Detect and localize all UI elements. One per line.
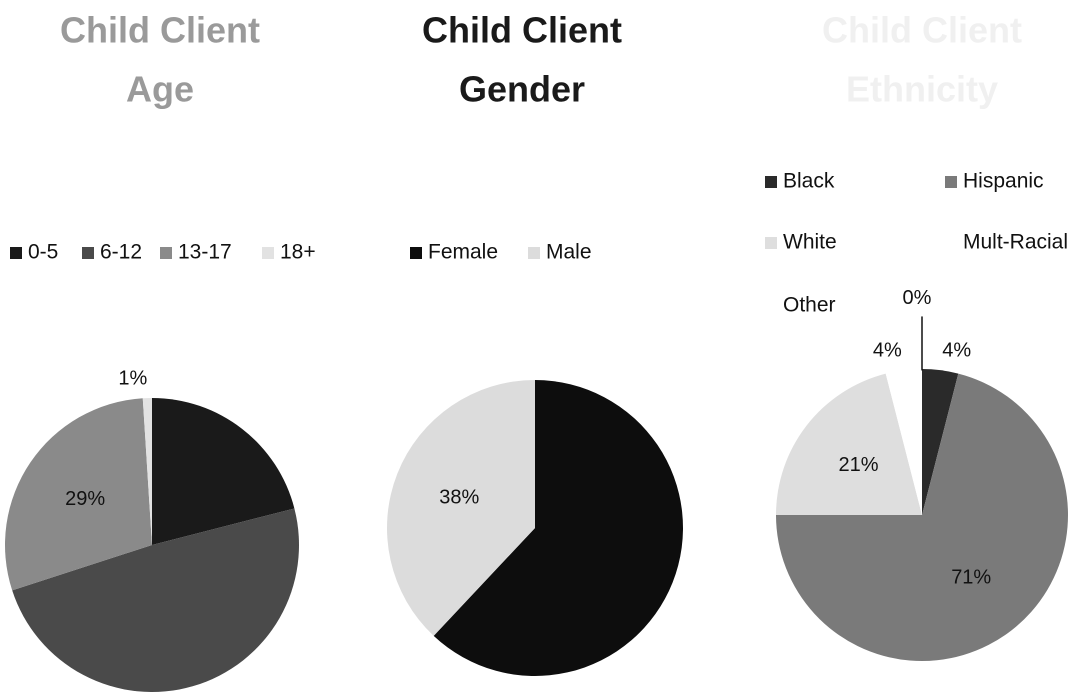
data-label: 4%: [942, 340, 971, 362]
legend-label: Female: [428, 241, 498, 264]
legend-label: Black: [783, 170, 835, 193]
data-label: 21%: [839, 454, 879, 476]
legend-swatch: [945, 176, 957, 188]
pie-slice: [152, 398, 295, 545]
pie-slice: [776, 373, 1068, 661]
legend-swatch: [410, 247, 422, 259]
chart-title: Age: [126, 69, 194, 110]
data-label: 29%: [65, 488, 105, 510]
chart-title: Child Client: [422, 10, 622, 51]
data-label: 1%: [118, 367, 147, 389]
data-label: 4%: [873, 340, 902, 362]
legend-swatch: [160, 247, 172, 259]
pie-slice: [922, 369, 959, 515]
legend-swatch: [262, 247, 274, 259]
chart-title: Child Client: [60, 10, 260, 51]
legend-label: 18+: [280, 241, 316, 264]
legend-swatch: [528, 247, 540, 259]
pie-slice: [5, 398, 152, 591]
pie-slice: [776, 373, 922, 515]
legend-label: 13-17: [178, 241, 232, 264]
legend-swatch: [765, 237, 777, 249]
chart-title: Gender: [459, 69, 585, 110]
legend-label: 0-5: [28, 241, 58, 264]
legend-label: Hispanic: [963, 170, 1044, 193]
data-label: 71%: [951, 567, 991, 589]
data-label: 0%: [903, 287, 932, 309]
legend-label: 6-12: [100, 241, 142, 264]
pie-slice: [142, 398, 152, 545]
pie-slice: [433, 380, 684, 677]
legend-swatch: [10, 247, 22, 259]
legend-label: Other: [783, 294, 836, 317]
legend-label: White: [783, 231, 837, 254]
legend-swatch: [765, 300, 777, 312]
pie-slice: [885, 369, 922, 515]
legend-label: Male: [546, 241, 592, 264]
pie-slice: [12, 508, 299, 692]
legend-swatch: [765, 176, 777, 188]
data-label: 38%: [439, 486, 479, 508]
pie-slice: [387, 380, 535, 636]
legend-swatch: [82, 247, 94, 259]
chart-title: Child Client: [822, 10, 1022, 51]
legend-label: Mult-Racial: [963, 231, 1068, 254]
chart-title: Ethnicity: [846, 69, 998, 110]
legend-swatch: [945, 237, 957, 249]
